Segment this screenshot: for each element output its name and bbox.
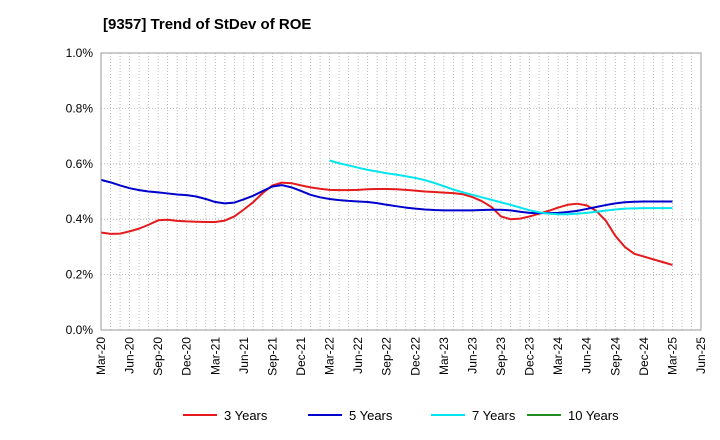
x-tick-label: Jun-20: [123, 337, 137, 374]
y-tick-label: 0.4%: [66, 212, 94, 226]
x-tick-label: Sep-21: [265, 337, 279, 376]
x-tick-label: Mar-25: [665, 337, 679, 375]
x-tick-label: Dec-23: [523, 337, 537, 376]
legend: 3 Years 5 Years 7 Years 10 Years: [183, 408, 619, 423]
chart-title: [9357] Trend of StDev of ROE: [103, 16, 311, 33]
series-line: [100, 178, 673, 215]
series-line: [329, 159, 673, 216]
plot-area: [101, 53, 701, 330]
x-tick-label: Sep-20: [151, 337, 165, 376]
x-tick-label: Mar-24: [551, 337, 565, 375]
x-tick-label: Mar-21: [208, 337, 222, 375]
x-tick-label: Mar-22: [323, 337, 337, 375]
legend-label: 7 Years: [472, 408, 516, 423]
x-tick-label: Mar-20: [94, 337, 108, 375]
x-tick-label: Sep-24: [608, 337, 622, 376]
legend-label: 10 Years: [568, 408, 619, 423]
series-line: [100, 181, 673, 266]
x-tick-label: Jun-25: [694, 337, 708, 374]
y-tick-label: 0.0%: [66, 323, 94, 337]
legend-label: 3 Years: [224, 408, 268, 423]
x-tick-label: Sep-23: [494, 337, 508, 376]
y-tick-label: 1.0%: [66, 46, 94, 60]
y-axis: 0.0% 0.2% 0.4% 0.6% 0.8% 1.0%: [66, 46, 94, 337]
x-tick-label: Jun-22: [351, 337, 365, 374]
x-tick-label: Dec-24: [637, 337, 651, 376]
series-lines: [100, 159, 673, 266]
x-tick-label: Mar-23: [437, 337, 451, 375]
x-axis: Mar-20 Jun-20 Sep-20 Dec-20 Mar-21 Jun-21 Sep-…: [94, 337, 708, 376]
y-tick-label: 0.8%: [66, 101, 94, 115]
y-tick-label: 0.2%: [66, 268, 94, 282]
legend-label: 5 Years: [349, 408, 393, 423]
x-tick-label: Jun-24: [580, 337, 594, 374]
x-tick-label: Dec-21: [294, 337, 308, 376]
x-tick-label: Jun-21: [237, 337, 251, 374]
x-tick-label: Dec-20: [180, 337, 194, 376]
y-tick-label: 0.6%: [66, 157, 94, 171]
x-tick-label: Jun-23: [465, 337, 479, 374]
x-tick-label: Sep-22: [380, 337, 394, 376]
x-tick-label: Dec-22: [408, 337, 422, 376]
plot-frame: [100, 52, 702, 331]
